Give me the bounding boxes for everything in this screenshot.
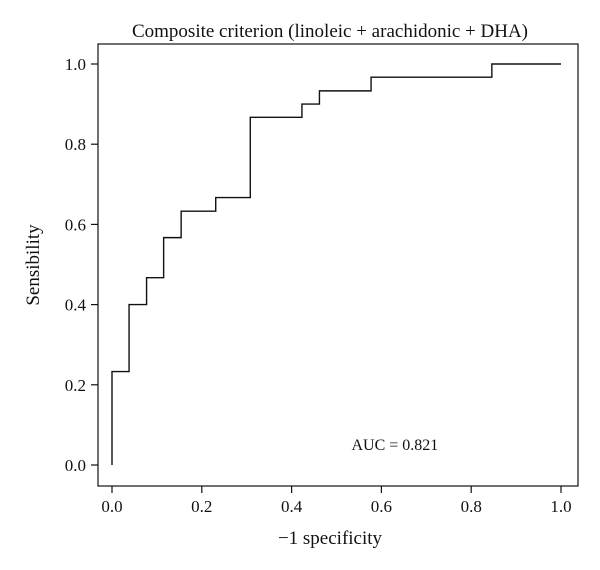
chart-title: Composite criterion (linoleic + arachido… bbox=[132, 21, 528, 42]
x-tick-label: 1.0 bbox=[550, 497, 571, 516]
x-tick-label: 0.4 bbox=[281, 497, 303, 516]
plot-frame bbox=[97, 43, 579, 487]
y-tick-label: 0.6 bbox=[65, 215, 86, 234]
y-tick-label: 0.0 bbox=[65, 456, 86, 475]
y-tick-label: 0.8 bbox=[65, 135, 86, 154]
y-axis-label: Sensibility bbox=[23, 224, 44, 306]
x-axis: 0.0 0.2 0.4 0.6 0.8 1.0 bbox=[101, 486, 572, 516]
x-tick-label: 0.6 bbox=[371, 497, 392, 516]
x-tick-label: 0.2 bbox=[191, 497, 212, 516]
x-axis-label: −1 specificity bbox=[278, 528, 383, 549]
roc-curve bbox=[111, 63, 561, 465]
y-tick-label: 1.0 bbox=[65, 55, 86, 74]
y-tick-label: 0.4 bbox=[65, 296, 87, 315]
auc-annotation: AUC = 0.821 bbox=[351, 437, 438, 454]
annotations: AUC = 0.821 bbox=[351, 437, 438, 454]
x-tick-label: 0.0 bbox=[101, 497, 122, 516]
y-tick-label: 0.2 bbox=[65, 376, 86, 395]
y-axis: 0.0 0.2 0.4 0.6 0.8 1.0 bbox=[65, 55, 98, 475]
x-tick-label: 0.8 bbox=[461, 497, 482, 516]
